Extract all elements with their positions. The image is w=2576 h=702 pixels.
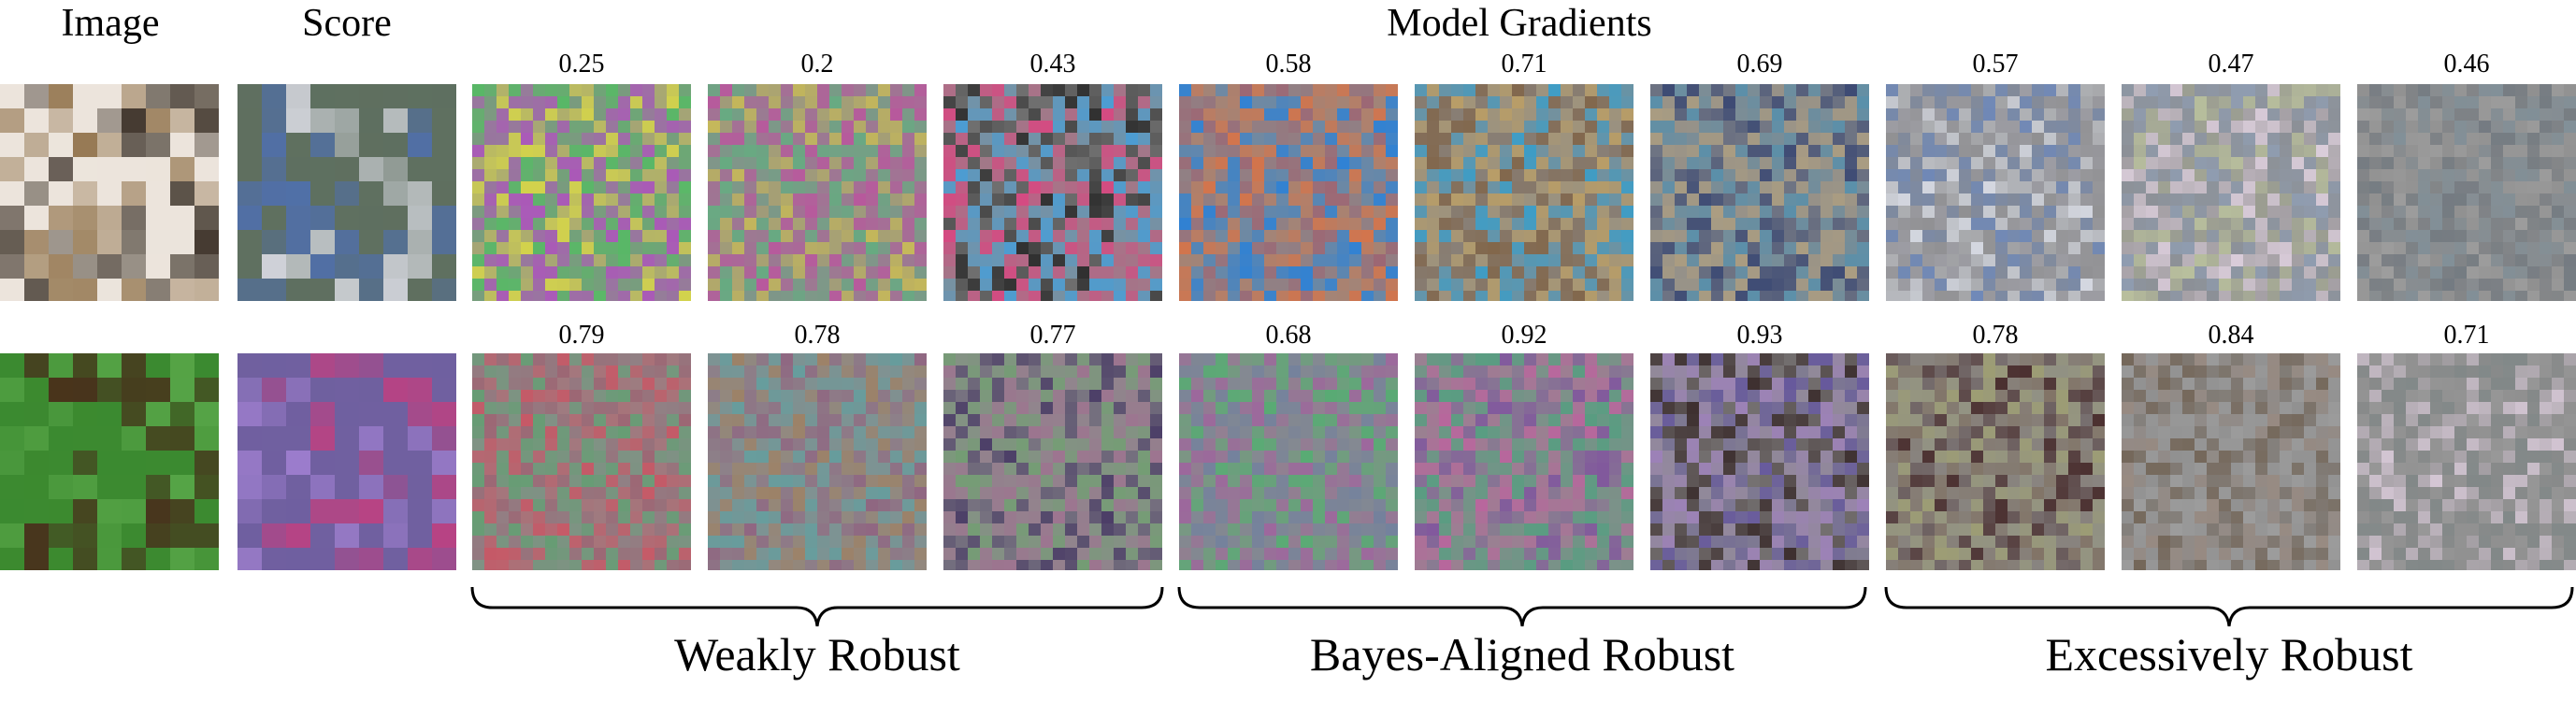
gradient-tile [1415,353,1633,570]
gradient-score: 0.78 [794,321,841,350]
gradient-tile [2122,84,2340,301]
brace-bayes-aligned-robust [1177,586,1867,627]
gradient-score: 0.92 [1501,321,1547,350]
gradient-score: 0.25 [558,50,605,79]
gradient-score: 0.47 [2208,50,2254,79]
gradient-score: 0.46 [2443,50,2490,79]
gradient-score: 0.78 [1972,321,2019,350]
gradient-score: 0.68 [1265,321,1312,350]
gradient-tile [943,353,1162,570]
image-column-header: Image [61,2,160,45]
group-label-excessively-robust: Excessively Robust [2045,628,2413,681]
gradient-tile [2122,353,2340,570]
brace-weakly-robust [470,586,1164,627]
gradient-tile [708,84,927,301]
score-map-frog [237,353,456,570]
gradient-score: 0.43 [1029,50,1076,79]
gradient-score: 0.58 [1265,50,1312,79]
gradient-score: 0.84 [2208,321,2254,350]
gradient-tile [1650,353,1869,570]
gradient-tile [1179,353,1398,570]
gradient-tile [2357,84,2576,301]
gradient-score: 0.2 [800,50,834,79]
gradient-score: 0.69 [1736,50,1783,79]
gradient-score: 0.77 [1029,321,1076,350]
gradient-tile [2357,353,2576,570]
source-image-frog [0,353,219,570]
gradient-tile [708,353,927,570]
gradient-tile [472,353,691,570]
group-label-weakly-robust: Weakly Robust [674,628,960,681]
score-map-ship-mast [237,84,456,301]
gradient-score: 0.71 [1501,50,1547,79]
gradient-tile [1886,84,2105,301]
gradient-tile [472,84,691,301]
gradient-tile [1650,84,1869,301]
gradient-tile [943,84,1162,301]
brace-excessively-robust [1884,586,2574,627]
gradient-tile [1179,84,1398,301]
model-gradients-header: Model Gradients [1387,2,1652,45]
gradient-score: 0.71 [2443,321,2490,350]
gradient-tile [1886,353,2105,570]
score-column-header: Score [302,2,392,45]
gradient-score: 0.57 [1972,50,2019,79]
gradient-tile [1415,84,1633,301]
source-image-ship-mast [0,84,219,301]
gradient-score: 0.93 [1736,321,1783,350]
gradient-score: 0.79 [558,321,605,350]
group-label-bayes-aligned-robust: Bayes-Aligned Robust [1309,628,1735,681]
